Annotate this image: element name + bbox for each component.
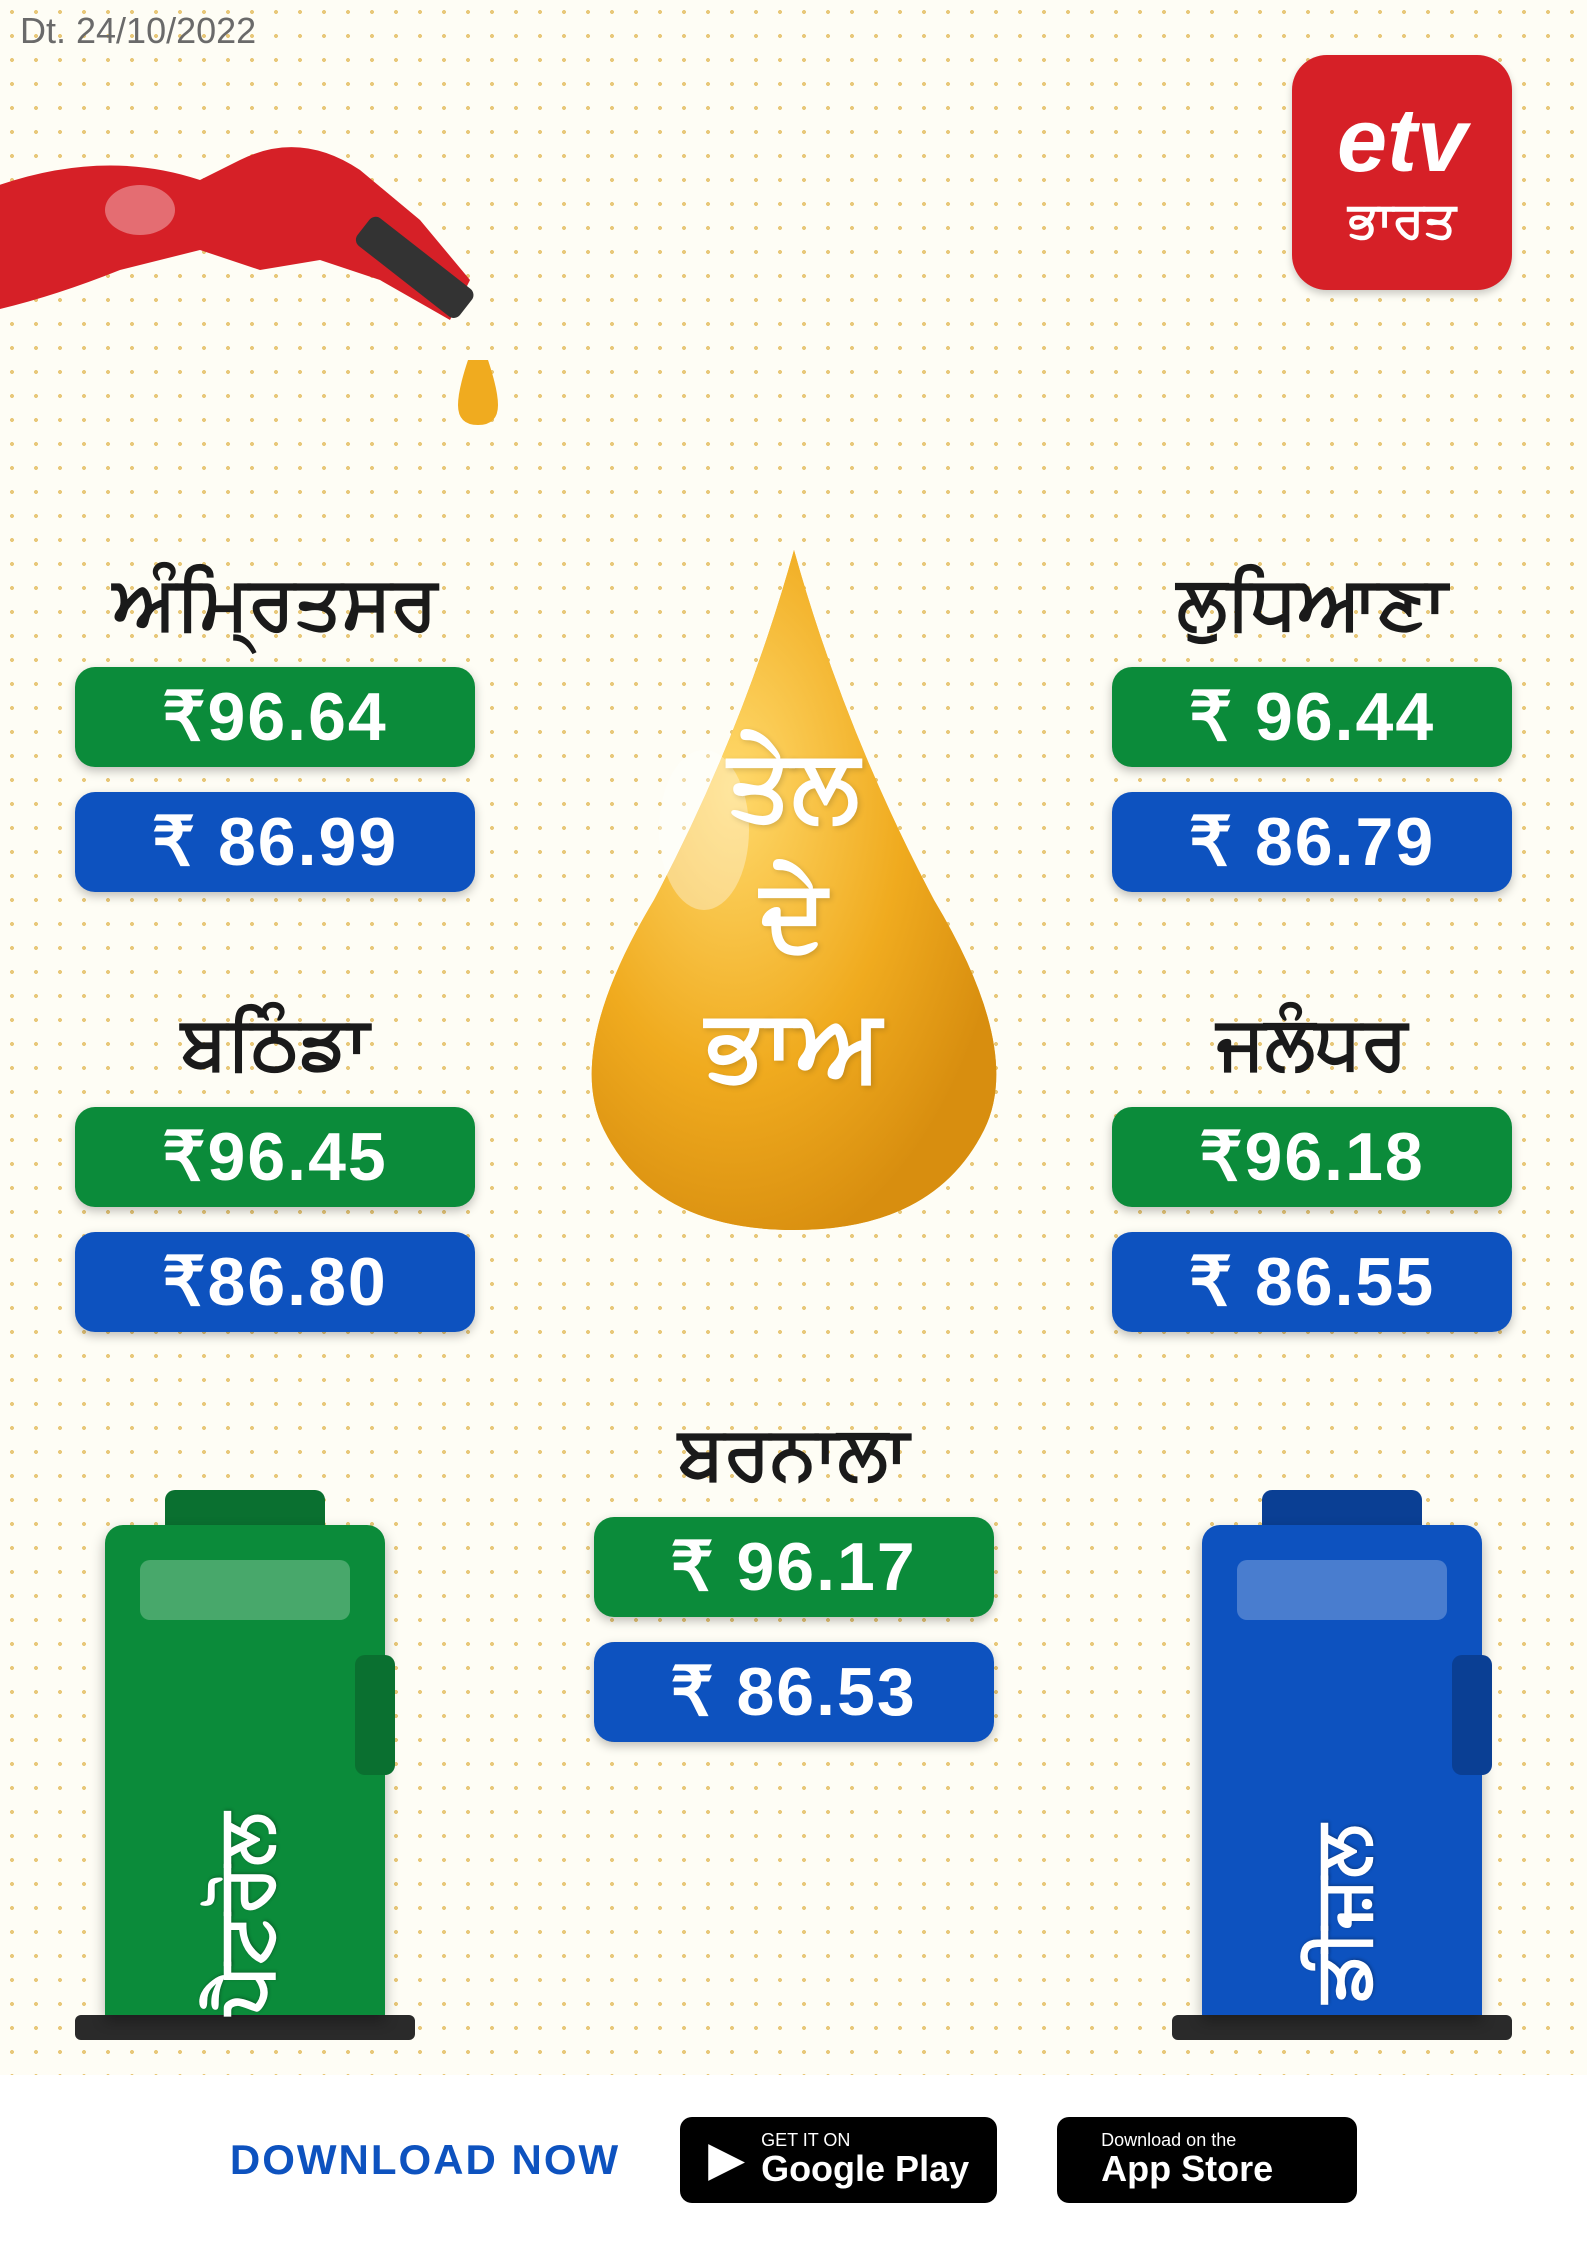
petrol-label: ਪੈਟਰੋਲ	[199, 1813, 291, 2014]
footer: DOWNLOAD NOW ▶ GET IT ON Google Play Dow…	[0, 2075, 1587, 2245]
city-name-barnala: ਬਰਨਾਲਾ	[594, 1410, 994, 1497]
fuel-nozzle-icon	[0, 60, 580, 460]
main-title-line2: ਦੇ	[760, 859, 826, 971]
diesel-pump-icon: ਡੀਜ਼ਲ	[1172, 1490, 1512, 2040]
diesel-price-bathinda: ₹86.80	[75, 1232, 475, 1332]
app-store-small: Download on the	[1101, 2131, 1273, 2149]
google-play-big: Google Play	[761, 2149, 969, 2189]
petrol-price-barnala: ₹ 96.17	[594, 1517, 994, 1617]
petrol-price-ludhiana: ₹ 96.44	[1112, 667, 1512, 767]
diesel-price-barnala: ₹ 86.53	[594, 1642, 994, 1742]
date-label: Dt. 24/10/2022	[20, 10, 256, 52]
diesel-label: ਡੀਜ਼ਲ	[1296, 1825, 1388, 2003]
logo-top-text: etv	[1337, 96, 1467, 186]
city-jalandhar: ਜਲੰਧਰ ₹96.18 ₹ 86.55	[1112, 1000, 1512, 1357]
main-title: ਤੇਲ ਦੇ ਭਾਅ	[706, 720, 882, 1110]
diesel-price-jalandhar: ₹ 86.55	[1112, 1232, 1512, 1332]
app-store-big: App Store	[1101, 2149, 1273, 2189]
city-name-bathinda: ਬਠਿੰਡਾ	[75, 1000, 475, 1087]
city-amritsar: ਅੰਮ੍ਰਿਤਸਰ ₹96.64 ₹ 86.99	[75, 560, 475, 917]
app-store-badge[interactable]: Download on the App Store	[1057, 2117, 1357, 2203]
diesel-price-ludhiana: ₹ 86.79	[1112, 792, 1512, 892]
city-bathinda: ਬਠਿੰਡਾ ₹96.45 ₹86.80	[75, 1000, 475, 1357]
logo-bottom-text: ਭਾਰਤ	[1348, 191, 1456, 250]
diesel-price-amritsar: ₹ 86.99	[75, 792, 475, 892]
petrol-price-jalandhar: ₹96.18	[1112, 1107, 1512, 1207]
main-title-line1: ਤੇਲ	[728, 729, 860, 841]
city-ludhiana: ਲੁਧਿਆਣਾ ₹ 96.44 ₹ 86.79	[1112, 560, 1512, 917]
city-name-jalandhar: ਜਲੰਧਰ	[1112, 1000, 1512, 1087]
petrol-price-amritsar: ₹96.64	[75, 667, 475, 767]
download-now-text: DOWNLOAD NOW	[230, 2136, 620, 2184]
city-name-amritsar: ਅੰਮ੍ਰਿਤਸਰ	[75, 560, 475, 647]
petrol-pump-icon: ਪੈਟਰੋਲ	[75, 1490, 415, 2040]
city-name-ludhiana: ਲੁਧਿਆਣਾ	[1112, 560, 1512, 647]
city-barnala: ਬਰਨਾਲਾ ₹ 96.17 ₹ 86.53	[594, 1410, 994, 1767]
google-play-icon: ▶	[708, 2136, 745, 2184]
google-play-small: GET IT ON	[761, 2131, 969, 2149]
petrol-price-bathinda: ₹96.45	[75, 1107, 475, 1207]
google-play-badge[interactable]: ▶ GET IT ON Google Play	[680, 2117, 997, 2203]
main-title-line3: ਭਾਅ	[706, 989, 882, 1101]
etv-bharat-logo: etv ਭਾਰਤ	[1292, 55, 1512, 290]
